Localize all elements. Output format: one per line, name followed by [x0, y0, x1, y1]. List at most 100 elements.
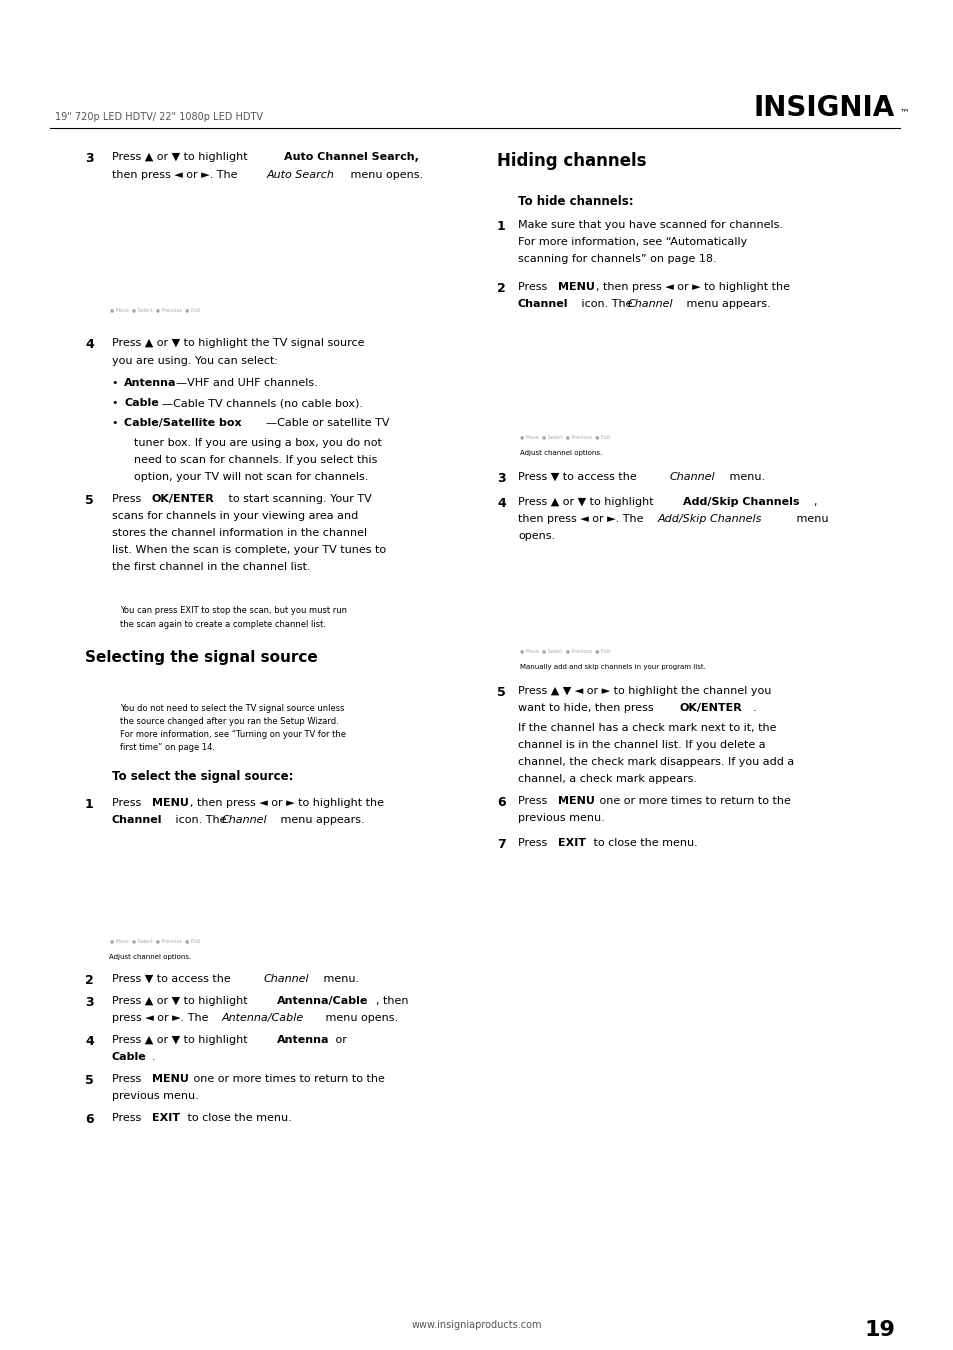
Text: ○  0   Digital Channels: ○ 0 Digital Channels — [267, 263, 337, 269]
Text: Audio: Audio — [286, 846, 301, 850]
Text: to close the menu.: to close the menu. — [184, 1112, 292, 1123]
Text: opens.: opens. — [517, 531, 555, 541]
Text: ✓  4.3 —: ✓ 4.3 — — [519, 618, 545, 624]
Text: need to scan for channels. If you select this: need to scan for channels. If you select… — [133, 455, 377, 464]
Text: 7: 7 — [497, 838, 505, 850]
Text: option, your TV will not scan for channels.: option, your TV will not scan for channe… — [133, 472, 368, 482]
Text: ✓  4.4 —: ✓ 4.4 — — [519, 628, 545, 633]
Text: Press ▼ to access the: Press ▼ to access the — [112, 973, 234, 984]
Text: 3: 3 — [85, 996, 93, 1008]
Text: —Cable or satellite TV: —Cable or satellite TV — [266, 418, 390, 428]
Text: Press ▲ or ▼ to highlight: Press ▲ or ▼ to highlight — [112, 996, 251, 1006]
Text: MENU: MENU — [152, 798, 189, 809]
Text: ● Move  ● Select  ● Previous  ● Exit: ● Move ● Select ● Previous ● Exit — [110, 306, 200, 312]
Text: 1: 1 — [497, 220, 505, 234]
Text: Selecting the signal source: Selecting the signal source — [85, 649, 317, 666]
Text: Press: Press — [517, 796, 550, 806]
Text: or: or — [332, 1035, 350, 1045]
Text: ✓  4.5 —: ✓ 4.5 — — [519, 637, 545, 643]
Text: Press ▲ or ▼ to highlight the TV signal source: Press ▲ or ▼ to highlight the TV signal … — [112, 338, 364, 348]
Text: channel, a check mark appears.: channel, a check mark appears. — [517, 774, 697, 784]
Text: Choose your TV source: Choose your TV source — [109, 234, 190, 239]
Text: OK/ENTER: OK/ENTER — [679, 703, 742, 713]
Text: Settings: Settings — [386, 190, 409, 196]
Text: Audio: Audio — [286, 190, 301, 196]
Text: Press ▲ or ▼ to highlight: Press ▲ or ▼ to highlight — [112, 1035, 251, 1045]
Text: Channel: Channel — [766, 560, 788, 566]
Text: previous menu.: previous menu. — [112, 1091, 198, 1102]
Text: .: . — [152, 1052, 155, 1062]
Text: Channel: Channel — [264, 973, 310, 984]
Text: 6: 6 — [85, 1112, 93, 1126]
Text: INSIGNIA: INSIGNIA — [753, 95, 894, 122]
Text: list. When the scan is complete, your TV tunes to: list. When the scan is complete, your TV… — [112, 545, 386, 555]
Text: •: • — [112, 378, 122, 387]
Text: 3: 3 — [497, 472, 505, 485]
Text: Auto Channel Search,: Auto Channel Search, — [284, 153, 418, 162]
Text: MENU: MENU — [558, 282, 595, 292]
Text: tuner box. If you are using a box, you do not: tuner box. If you are using a box, you d… — [133, 437, 381, 448]
Text: scans for channels in your viewing area and: scans for channels in your viewing area … — [112, 512, 358, 521]
Text: Channel • Auto Channel Search: Channel • Auto Channel Search — [109, 216, 233, 221]
Text: Antenna/Cable: Antenna/Cable — [276, 996, 368, 1006]
Text: •: • — [112, 418, 122, 428]
Text: ✓  4.2 —: ✓ 4.2 — — [519, 609, 545, 614]
Text: previous menu.: previous menu. — [517, 813, 604, 823]
Text: Cable: Cable — [124, 398, 158, 408]
Text: You do not need to select the TV signal source unless: You do not need to select the TV signal … — [120, 703, 344, 713]
Text: Note: Note — [120, 586, 143, 595]
Text: scanning for channels” on page 18.: scanning for channels” on page 18. — [517, 254, 716, 265]
Text: ● Move  ● Select  ● Previous  ● Exit: ● Move ● Select ● Previous ● Exit — [519, 433, 610, 439]
Text: Antenna/Cable: Antenna/Cable — [110, 886, 153, 891]
Text: Channel: Channel — [222, 815, 268, 825]
Text: the scan again to create a complete channel list.: the scan again to create a complete chan… — [120, 620, 326, 629]
Text: OK/ENTER: OK/ENTER — [152, 494, 214, 504]
Text: Add/Skip Channels: Add/Skip Channels — [110, 903, 165, 907]
Text: Press: Press — [112, 1112, 145, 1123]
Text: one or more times to return to the: one or more times to return to the — [596, 796, 790, 806]
Text: menu.: menu. — [319, 973, 358, 984]
Text: For more information, see “Turning on your TV for the: For more information, see “Turning on yo… — [120, 730, 346, 738]
Text: Press ▲ ▼ ◄ or ► to highlight the channel you: Press ▲ ▼ ◄ or ► to highlight the channe… — [517, 686, 771, 697]
Text: menu appears.: menu appears. — [276, 815, 364, 825]
Text: INSIGNIA: INSIGNIA — [107, 844, 146, 853]
Text: Settings: Settings — [824, 560, 846, 566]
Text: menu: menu — [792, 514, 827, 524]
Text: ✓  4.10 —: ✓ 4.10 — — [701, 637, 731, 643]
Text: Channel • Add/Skip Channels: Channel • Add/Skip Channels — [519, 583, 621, 589]
Text: the source changed after you ran the Setup Wizard.: the source changed after you ran the Set… — [120, 717, 338, 726]
Text: —Cable TV channels (no cable box).: —Cable TV channels (no cable box). — [161, 398, 362, 408]
Text: ,: , — [812, 497, 816, 508]
Text: Add/Skip Channels: Add/Skip Channels — [682, 497, 799, 508]
Text: Settings: Settings — [386, 846, 409, 850]
Text: ✓  4.9 —: ✓ 4.9 — — [701, 628, 727, 633]
Text: Channel Strength: Channel Strength — [519, 412, 571, 417]
Text: Auto Channel Search: Auto Channel Search — [110, 894, 172, 899]
Text: Select Antenna if using an antenna for standard or HD TV.: Select Antenna if using an antenna for s… — [109, 323, 269, 327]
Text: then press ◄ or ►. The: then press ◄ or ►. The — [112, 170, 241, 180]
Text: icon. The: icon. The — [172, 815, 230, 825]
Text: 4: 4 — [85, 338, 93, 351]
Text: Channel Strength: Channel Strength — [110, 927, 161, 933]
Text: , then press ◄ or ► to highlight the: , then press ◄ or ► to highlight the — [190, 798, 384, 809]
Text: Audio: Audio — [712, 333, 727, 339]
Text: Manually add and skip channels in your program list.: Manually add and skip channels in your p… — [519, 664, 705, 670]
Text: channel, the check mark disappears. If you add a: channel, the check mark disappears. If y… — [517, 757, 794, 767]
Text: 2: 2 — [497, 282, 505, 296]
Text: Favorites: Favorites — [519, 397, 546, 402]
Text: Add/Skip Channels: Add/Skip Channels — [658, 514, 761, 524]
Text: 5: 5 — [497, 686, 505, 699]
Text: menu.: menu. — [725, 472, 764, 482]
Text: 4: 4 — [497, 497, 505, 510]
Text: Press: Press — [517, 282, 550, 292]
Text: EXIT: EXIT — [152, 1112, 180, 1123]
Text: If the channel has a check mark next to it, the: If the channel has a check mark next to … — [517, 724, 776, 733]
Text: 1: 1 — [85, 798, 93, 811]
Text: EXIT: EXIT — [558, 838, 585, 848]
Text: Channel: Channel — [517, 298, 568, 309]
Text: On: On — [332, 936, 340, 941]
Text: menu opens.: menu opens. — [347, 170, 423, 180]
Text: to close the menu.: to close the menu. — [589, 838, 697, 848]
Text: Press: Press — [112, 494, 145, 504]
Text: MENU: MENU — [558, 796, 595, 806]
